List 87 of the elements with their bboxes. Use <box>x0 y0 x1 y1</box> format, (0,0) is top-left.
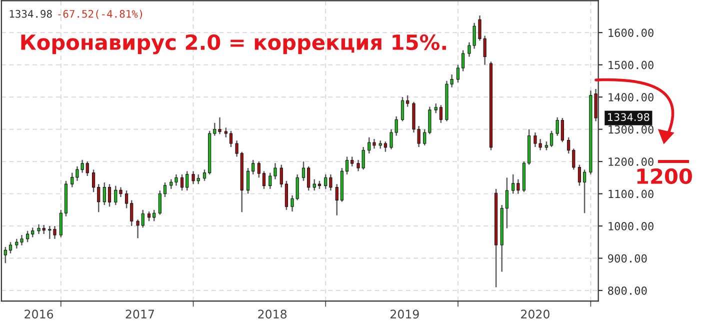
candlestick <box>384 140 388 152</box>
candlestick <box>186 170 189 192</box>
y-tick-label: 900.00 <box>608 254 647 263</box>
ref-line-label: 1200 <box>637 168 692 184</box>
candlestick <box>4 246 7 264</box>
candlestick <box>550 130 554 148</box>
annotation: 1334.98 <box>10 10 52 18</box>
candlestick <box>92 168 96 193</box>
candlestick <box>456 64 460 84</box>
candlestick <box>406 94 410 108</box>
candlestick <box>567 136 570 154</box>
candlestick <box>130 200 134 227</box>
x-tick-label: 2016 <box>24 310 54 319</box>
y-tick-label: 1100.00 <box>608 190 654 198</box>
candlestick <box>516 178 520 194</box>
candlestick <box>312 178 316 192</box>
candlestick <box>462 50 465 72</box>
candlestick <box>582 168 586 214</box>
candlestick <box>26 230 30 243</box>
candlestick <box>439 104 442 124</box>
candlestick <box>350 156 354 167</box>
candlestick <box>202 168 206 182</box>
y-tick-label: 1000.00 <box>608 222 654 230</box>
candlestick <box>246 167 250 194</box>
x-tick-label: 2020 <box>521 310 550 319</box>
candlestick <box>262 170 266 190</box>
candlestick <box>512 174 515 194</box>
candlestick <box>329 174 332 192</box>
candlestick <box>86 160 89 177</box>
candlestick <box>368 136 371 154</box>
candlestick <box>578 164 582 186</box>
candlestick <box>192 170 195 185</box>
candlestick <box>257 160 260 178</box>
y-tick-label: 1200.00 <box>608 158 654 166</box>
candlestick <box>560 117 564 143</box>
candlestick <box>235 140 238 158</box>
candlestick <box>274 162 277 180</box>
candlestick <box>158 190 162 216</box>
candlestick <box>224 127 228 138</box>
candlestick <box>434 102 438 114</box>
candlestick <box>345 156 349 176</box>
candlestick <box>147 210 151 222</box>
candlestick <box>307 166 310 192</box>
candlestick <box>572 148 576 170</box>
candlestick <box>324 174 328 190</box>
candlestick <box>37 224 40 235</box>
y-tick-label: 1500.00 <box>608 60 654 70</box>
candlestick <box>268 172 272 190</box>
candlestick <box>163 182 167 198</box>
candlestick <box>59 209 62 238</box>
candlestick <box>284 180 288 210</box>
candlestick <box>8 241 12 254</box>
candlestick <box>400 96 404 122</box>
text: Коронавирус 2.0 = коррекция 15%. <box>21 34 446 54</box>
candlestick <box>170 178 173 190</box>
candlestick <box>174 174 178 186</box>
candlestick <box>372 138 376 150</box>
candlestick <box>102 182 106 206</box>
candlestick <box>302 160 306 182</box>
annotation: 1334.98 <box>608 113 650 122</box>
candlestick <box>505 177 508 229</box>
candlestick <box>335 183 338 216</box>
candlestick <box>152 209 156 222</box>
candlestick <box>31 226 34 238</box>
candlestick <box>229 130 233 148</box>
candlestick <box>196 174 200 185</box>
x-tick-label: 2018 <box>258 310 287 319</box>
candlestick <box>97 183 100 213</box>
candlestick <box>556 116 559 136</box>
candlestick <box>423 128 426 146</box>
annotation: -67.52(-4.81%) <box>58 10 142 20</box>
candlestick <box>42 224 46 235</box>
candlestick <box>252 159 255 176</box>
candlestick <box>124 190 128 209</box>
y-tick-label: 1400.00 <box>608 93 654 102</box>
candlestick <box>280 164 283 188</box>
candlestick <box>428 106 432 135</box>
x-tick-label: 2017 <box>126 310 154 319</box>
candlestick <box>108 183 112 208</box>
candlestick <box>136 218 140 239</box>
candlestick <box>70 172 74 188</box>
candlestick <box>141 209 144 228</box>
y-tick-label: 1300.00 <box>608 125 654 134</box>
x-tick-label: 2019 <box>390 310 419 319</box>
y-tick-label: 1600.00 <box>608 28 654 37</box>
y-tick-label: 800.00 <box>608 286 647 295</box>
candlestick <box>180 174 184 192</box>
